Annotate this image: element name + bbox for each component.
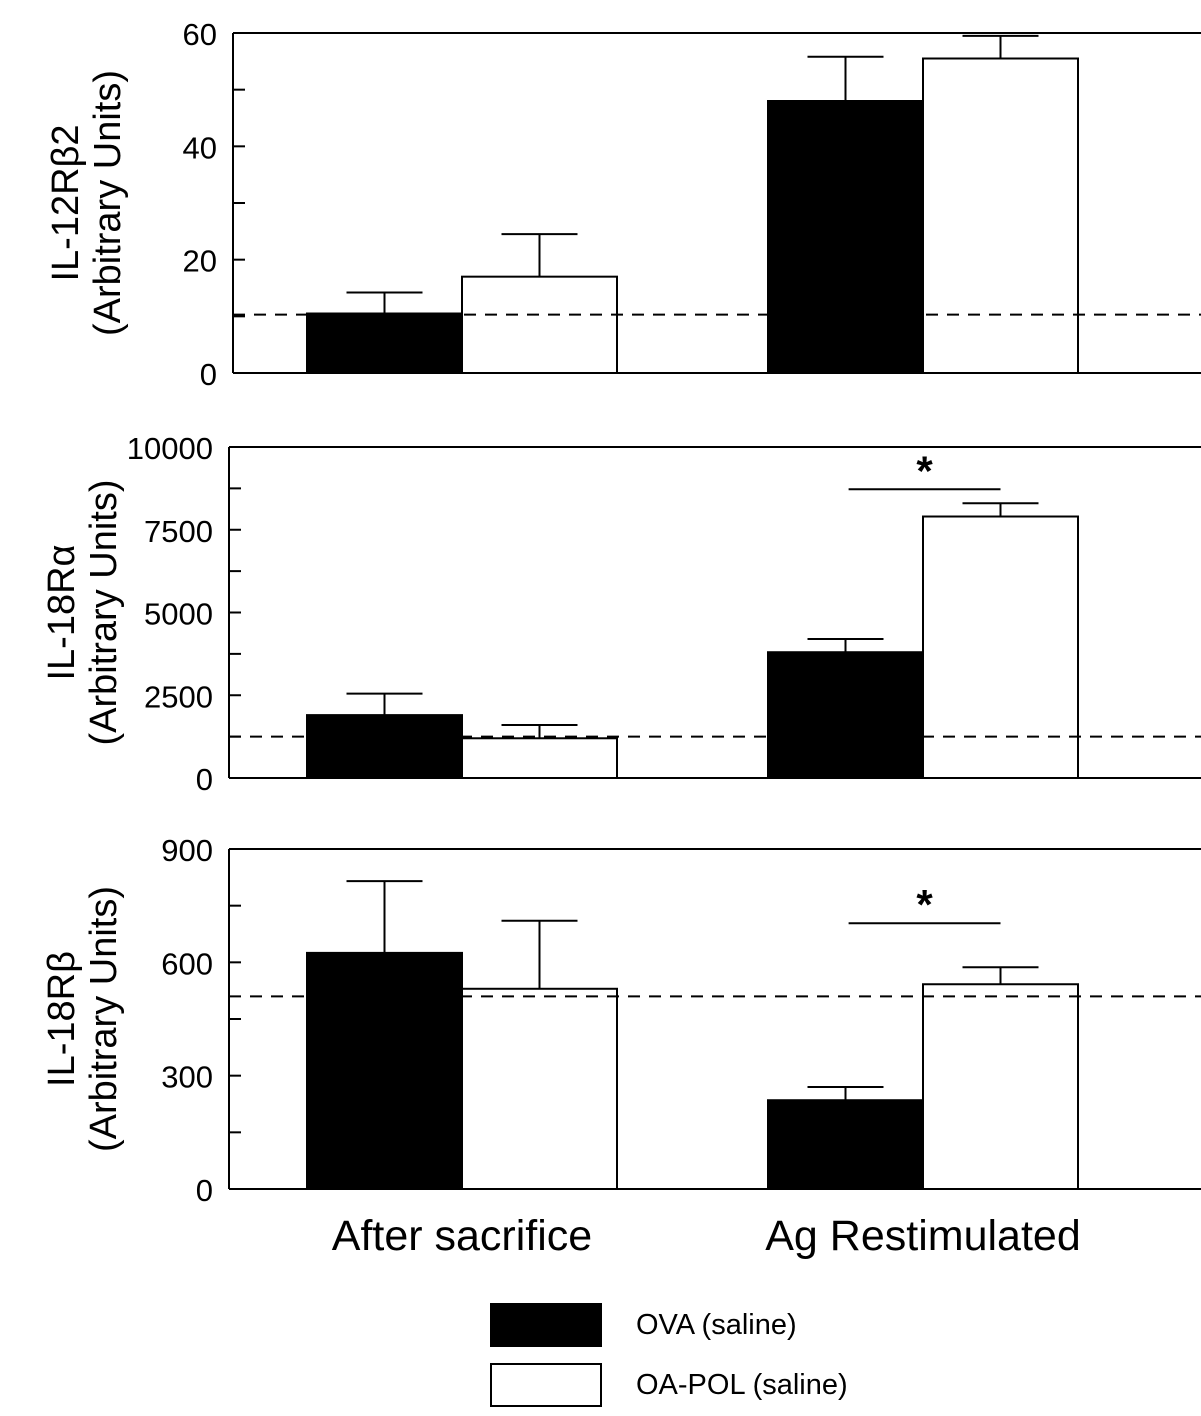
bar-oa-pol-after-sacrifice	[461, 987, 618, 1190]
bar-oa-pol-ag-restimulated	[922, 515, 1079, 779]
legend-item-oa-pol: OA-POL (saline)	[490, 1355, 848, 1415]
bar-ova-after-sacrifice	[306, 312, 463, 374]
bar-oa-pol-after-sacrifice	[461, 275, 618, 374]
bar-ova-after-sacrifice	[306, 714, 463, 779]
significance-asterisk: *	[916, 881, 933, 928]
x-category-label: Ag Restimulated	[765, 1212, 1081, 1260]
y-tick-label: 0	[200, 357, 217, 392]
y-tick-label: 600	[161, 946, 213, 981]
legend-swatch-oa-pol	[490, 1363, 602, 1407]
y-axis-title: IL-18Rα	[41, 544, 83, 680]
legend-label-oa-pol: OA-POL (saline)	[636, 1368, 848, 1401]
y-tick-label: 5000	[144, 597, 213, 632]
y-tick-label: 300	[161, 1060, 213, 1095]
y-tick-label: 20	[183, 244, 217, 279]
bar-ova-ag-restimulated	[767, 1099, 924, 1190]
y-axis-title: IL-12Rβ2	[45, 124, 87, 281]
y-axis-subtitle: (Arbitrary Units)	[83, 479, 125, 745]
legend-item-ova: OVA (saline)	[490, 1295, 848, 1355]
y-tick-label: 900	[161, 833, 213, 868]
panel-1: 0 20 40 60 IL-12Rβ2 (Arbitrary Units)	[45, 17, 1201, 392]
y-tick-label: 0	[196, 1173, 213, 1208]
legend: OVA (saline) OA-POL (saline)	[490, 1295, 848, 1415]
panel-3: 0 300 600 900 IL-18Rβ (Arbitrary Units) *	[41, 833, 1201, 1208]
x-category-label: After sacrifice	[332, 1212, 592, 1260]
significance-asterisk: *	[916, 447, 933, 494]
bar-oa-pol-ag-restimulated	[922, 57, 1079, 374]
y-tick-label: 40	[183, 130, 217, 165]
bar-oa-pol-ag-restimulated	[922, 983, 1079, 1190]
panel-2: 0 2500 5000 7500 10000 IL-18Rα (Arbitrary Unit…	[41, 431, 1201, 797]
y-tick-label: 0	[196, 762, 213, 797]
bar-oa-pol-after-sacrifice	[461, 737, 618, 780]
bar-ova-after-sacrifice	[306, 951, 463, 1191]
y-axis-subtitle: (Arbitrary Units)	[87, 70, 129, 336]
y-axis-subtitle: (Arbitrary Units)	[83, 886, 125, 1152]
y-axis-title: IL-18Rβ	[41, 951, 83, 1087]
legend-swatch-ova	[490, 1303, 602, 1347]
y-tick-label: 60	[183, 17, 217, 52]
y-tick-label: 7500	[144, 514, 213, 549]
bar-ova-ag-restimulated	[767, 100, 924, 374]
y-tick-label: 10000	[127, 431, 213, 466]
legend-label-ova: OVA (saline)	[636, 1308, 797, 1341]
bar-ova-ag-restimulated	[767, 651, 924, 779]
y-tick-label: 2500	[144, 679, 213, 714]
